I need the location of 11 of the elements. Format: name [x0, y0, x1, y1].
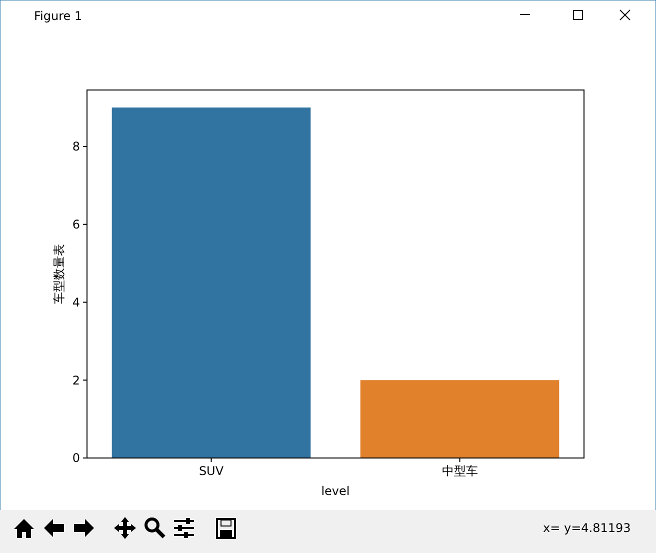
y-tick-label: 6 — [72, 218, 80, 232]
y-tick-label: 2 — [72, 373, 80, 388]
y-tick-label: 0 — [72, 451, 80, 466]
y-axis-title: 车型数量表 — [52, 244, 66, 304]
x-tick-label: 中型车 — [442, 464, 478, 478]
y-tick-label: 4 — [72, 295, 80, 310]
x-tick-label: SUV — [198, 464, 224, 478]
y-tick-label: 8 — [72, 140, 80, 154]
caption: Figure 1 — [34, 9, 82, 23]
x-axis-title: level — [321, 484, 350, 498]
text: x= y=4.81193 — [543, 521, 631, 535]
